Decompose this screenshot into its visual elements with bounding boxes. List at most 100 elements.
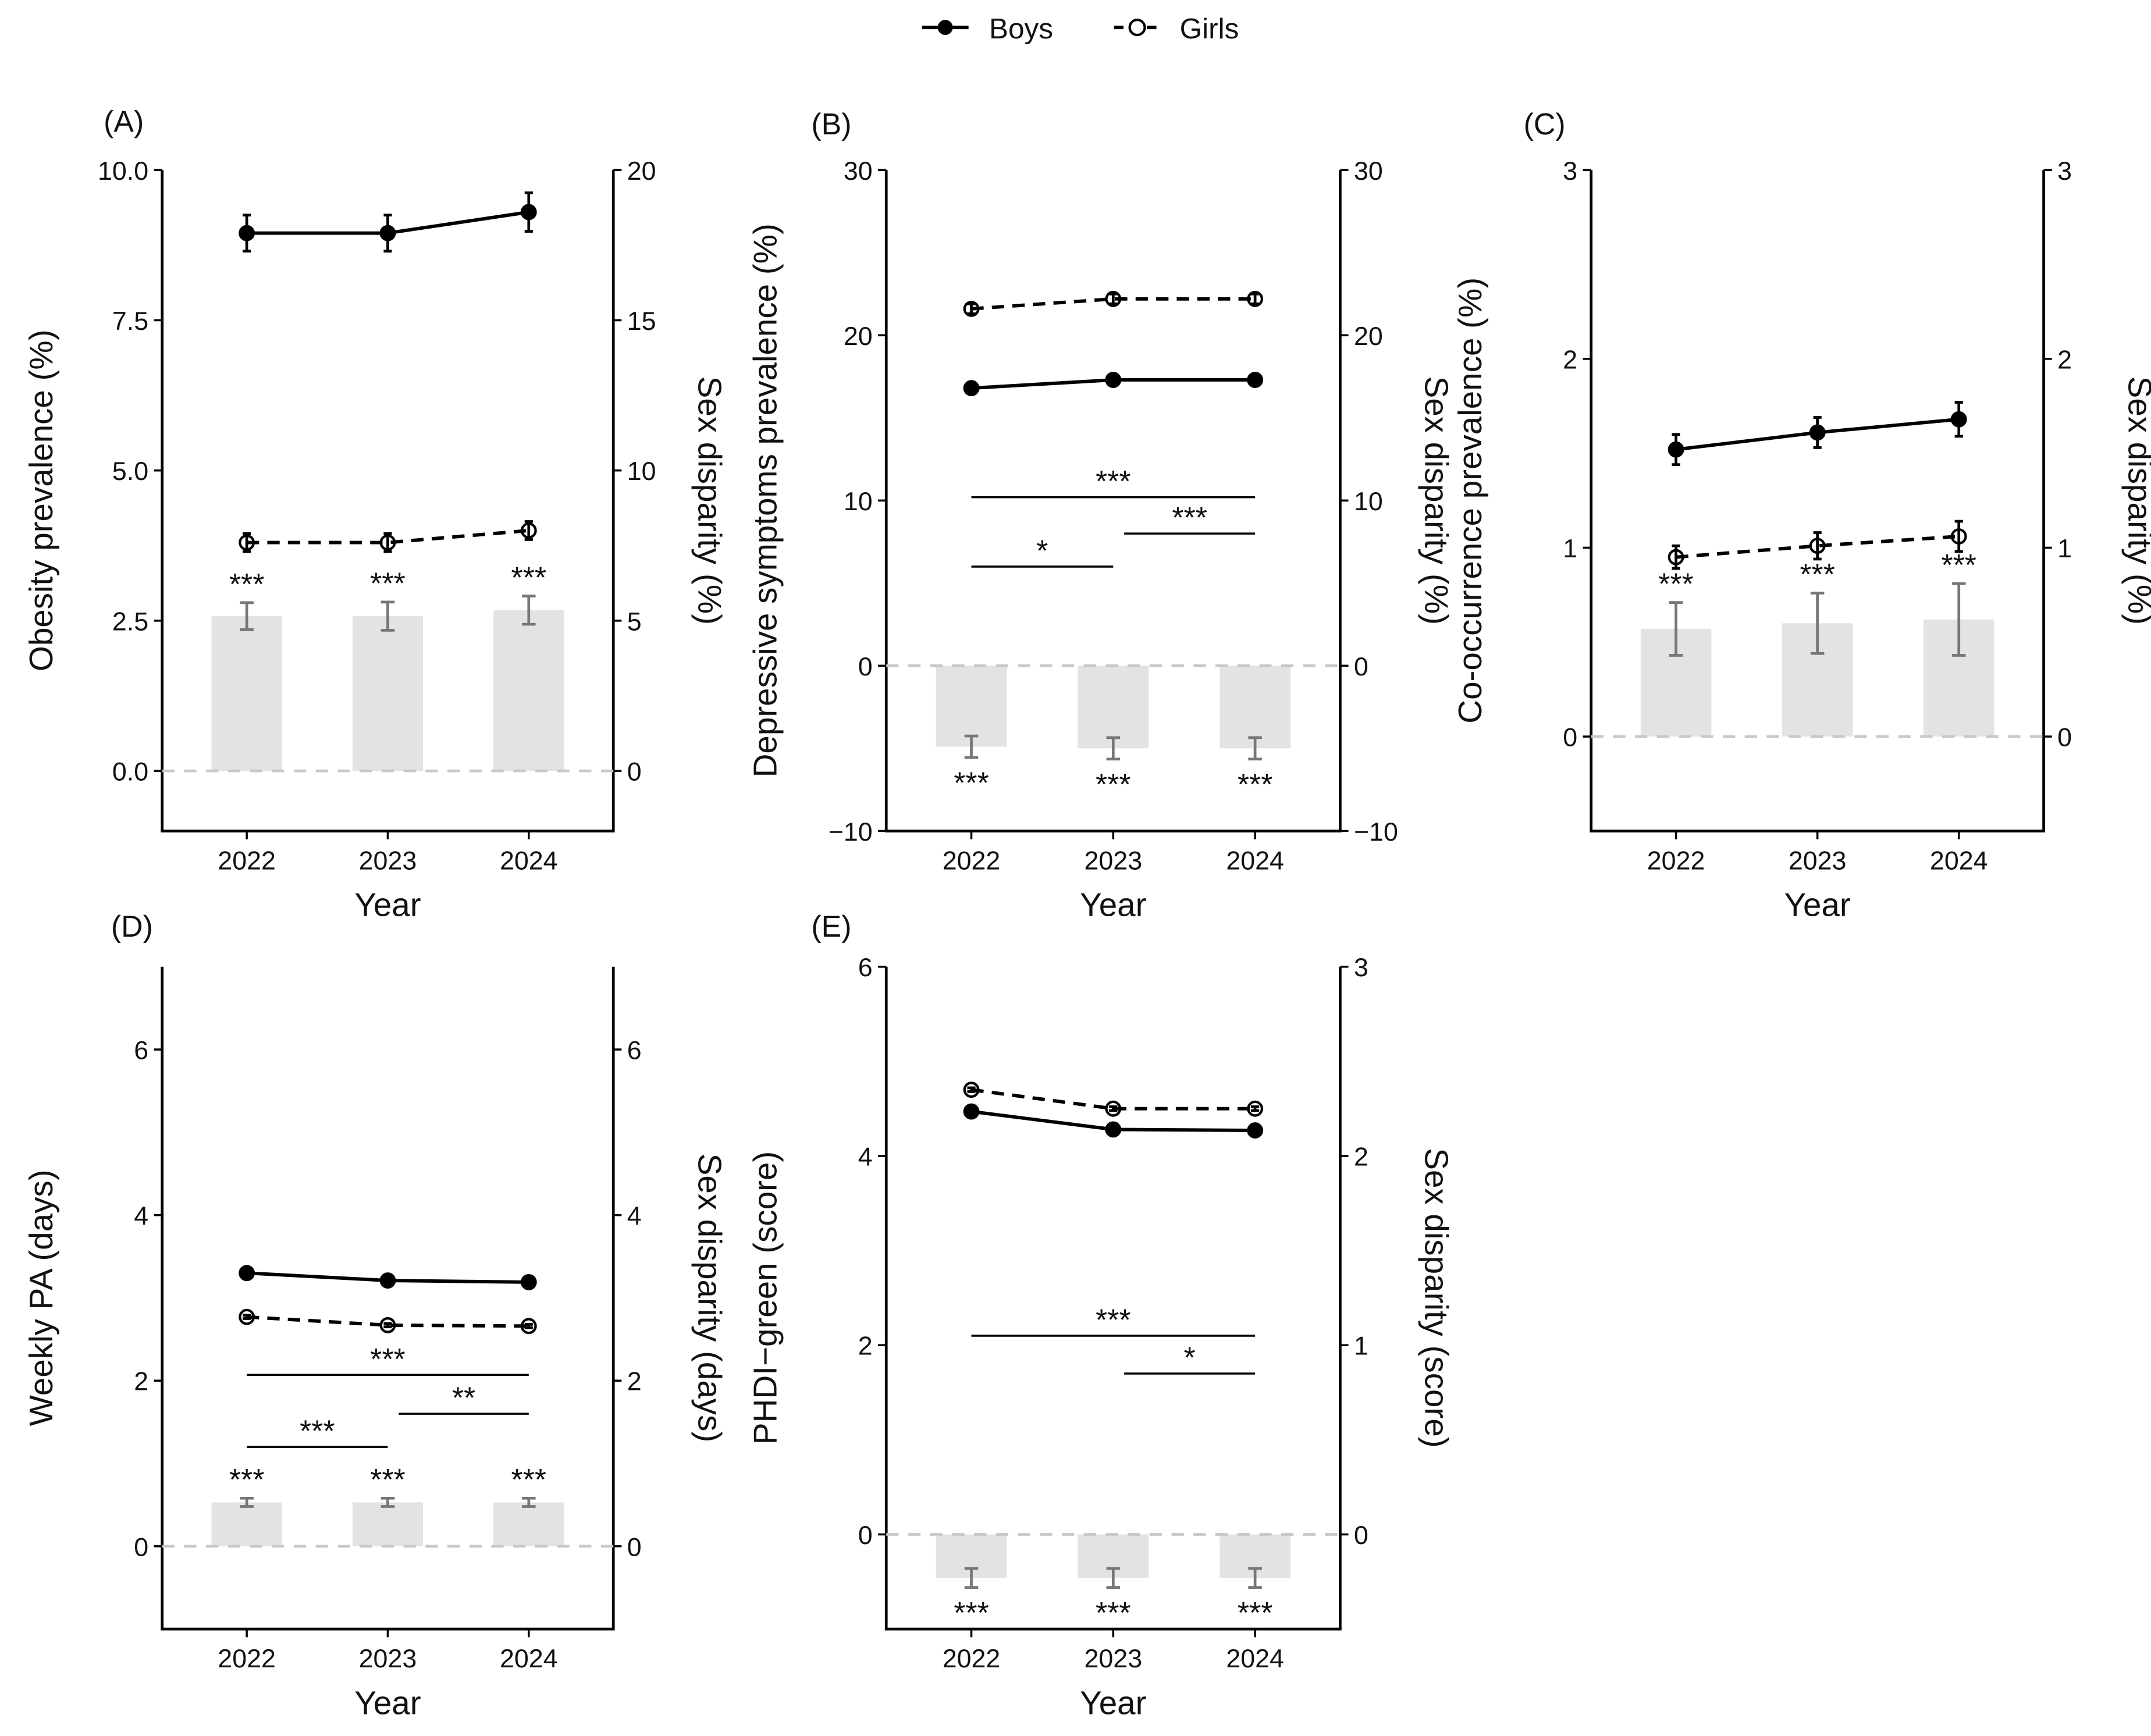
girls-point: [1809, 538, 1826, 554]
boys-point: [520, 1273, 537, 1290]
y-tick-label: 2: [134, 1367, 148, 1396]
comparison-significance: ***: [1096, 464, 1131, 498]
y2-tick-label: 0: [1354, 652, 1368, 681]
x-axis-title: Year: [1784, 886, 1851, 923]
y2-axis-title: Sex disparity (days): [691, 1154, 728, 1443]
girls-line: [246, 1315, 529, 1328]
y2-tick-label: 2: [627, 1367, 642, 1396]
disparity-bar: [1220, 666, 1291, 749]
girls-line: [971, 1088, 1256, 1111]
y-tick-label: 2.5: [112, 607, 148, 636]
x-tick-label: 2024: [500, 1644, 558, 1673]
y-axis-title: Obesity prevalence (%): [23, 329, 59, 671]
disparity-significance: ***: [370, 1463, 406, 1496]
boys-point: [379, 1272, 396, 1289]
y-tick-label: 6: [134, 1036, 148, 1065]
disparity-significance: ***: [954, 1596, 989, 1630]
disparity-bar: [1078, 666, 1149, 749]
y-tick-label: 4: [858, 1142, 873, 1171]
disparity-significance: ***: [1238, 1596, 1273, 1630]
y-tick-label: 10: [844, 487, 873, 516]
boys-point: [1247, 372, 1264, 388]
y-tick-label: 1: [1563, 534, 1577, 563]
x-tick-label: 2023: [359, 846, 417, 875]
comparison-significance: **: [452, 1381, 475, 1415]
x-axis-title: Year: [1080, 886, 1146, 923]
girls-point: [239, 534, 255, 551]
y2-tick-label: 10: [627, 457, 656, 486]
y2-tick-label: 1: [2057, 534, 2072, 563]
y2-tick-label: 3: [2057, 156, 2072, 186]
y2-tick-label: 3: [1354, 953, 1368, 982]
disparity-significance: ***: [1096, 767, 1131, 801]
girls-point: [520, 1318, 537, 1335]
disparity-significance: ***: [1658, 567, 1694, 600]
disparity-significance: ***: [370, 567, 406, 600]
y-tick-label: 0.0: [112, 757, 148, 787]
panel-label: (C): [1524, 107, 1566, 141]
comparison-significance: ***: [1172, 501, 1207, 535]
disparity-significance: ***: [1941, 548, 1976, 582]
boys-point: [1247, 1122, 1264, 1139]
disparity-bar: [352, 616, 424, 771]
legend-boys-label: Boys: [989, 13, 1053, 45]
girls-line: [971, 297, 1256, 311]
x-tick-label: 2023: [1085, 846, 1143, 875]
legend: Boys Girls: [922, 13, 1239, 45]
y2-tick-label: 0: [1354, 1521, 1368, 1550]
y2-tick-label: 0: [627, 1532, 642, 1561]
girls-line: [1676, 535, 1959, 559]
girls-point: [1950, 528, 1967, 545]
y-tick-label: 30: [844, 156, 873, 186]
y-tick-label: 0: [858, 652, 873, 681]
y-axis-title: Co-occurrence prevalence (%): [1452, 278, 1488, 724]
x-tick-label: 2023: [1085, 1644, 1143, 1673]
legend-girls-marker: [1128, 19, 1146, 37]
disparity-significance: ***: [1238, 767, 1273, 801]
y-axis-title: Depressive symptoms prevalence (%): [747, 223, 784, 777]
disparity-bar: [936, 666, 1007, 747]
x-tick-label: 2022: [943, 846, 1001, 875]
x-tick-label: 2023: [359, 1644, 417, 1673]
y2-tick-label: 5: [627, 607, 642, 636]
y-tick-label: 2: [858, 1332, 873, 1361]
girls-point: [963, 1082, 980, 1098]
x-axis-title: Year: [354, 1684, 421, 1721]
boys-point: [1668, 441, 1684, 458]
disparity-bar: [493, 1502, 564, 1546]
x-axis-title: Year: [1080, 1684, 1146, 1721]
panel-e: (E) 0 2 4 6 0 1 2 3 2022 2023 2024 Year PHDI−green (s…: [747, 909, 1455, 1721]
y-tick-label: 0: [858, 1521, 873, 1550]
y2-axis-title: Sex disparity (score): [1418, 1148, 1455, 1447]
y-tick-label: 0: [134, 1532, 148, 1561]
boys-point: [239, 225, 255, 241]
y-tick-label: −10: [829, 817, 873, 846]
x-axis-title: Year: [354, 886, 421, 923]
girls-point: [963, 300, 980, 317]
disparity-significance: ***: [1800, 557, 1835, 591]
y2-tick-label: 4: [627, 1201, 642, 1230]
y2-axis-title: Sex disparity (%): [2122, 376, 2151, 625]
y2-tick-label: −10: [1354, 817, 1398, 846]
y2-axis-title: Sex disparity (%): [691, 376, 728, 625]
girls-point: [1105, 1100, 1122, 1117]
boys-point: [239, 1265, 255, 1282]
y2-tick-label: 15: [627, 307, 656, 336]
disparity-significance: ***: [511, 1463, 547, 1496]
disparity-significance: ***: [511, 560, 547, 594]
comparison-significance: *: [1184, 1341, 1196, 1375]
y2-tick-label: 0: [627, 757, 642, 787]
panel-label: (D): [111, 909, 153, 943]
y2-tick-label: 6: [627, 1036, 642, 1065]
y-axis-title: PHDI−green (score): [747, 1151, 784, 1445]
boys-point: [520, 204, 537, 220]
boys-point: [1950, 411, 1967, 428]
y-tick-label: 4: [134, 1201, 148, 1230]
y-tick-label: 3: [1563, 156, 1577, 186]
legend-girls-label: Girls: [1180, 13, 1239, 45]
girls-point: [1247, 1100, 1264, 1117]
girls-point: [1668, 549, 1684, 565]
x-tick-label: 2024: [1226, 1644, 1284, 1673]
disparity-bar: [211, 616, 282, 771]
